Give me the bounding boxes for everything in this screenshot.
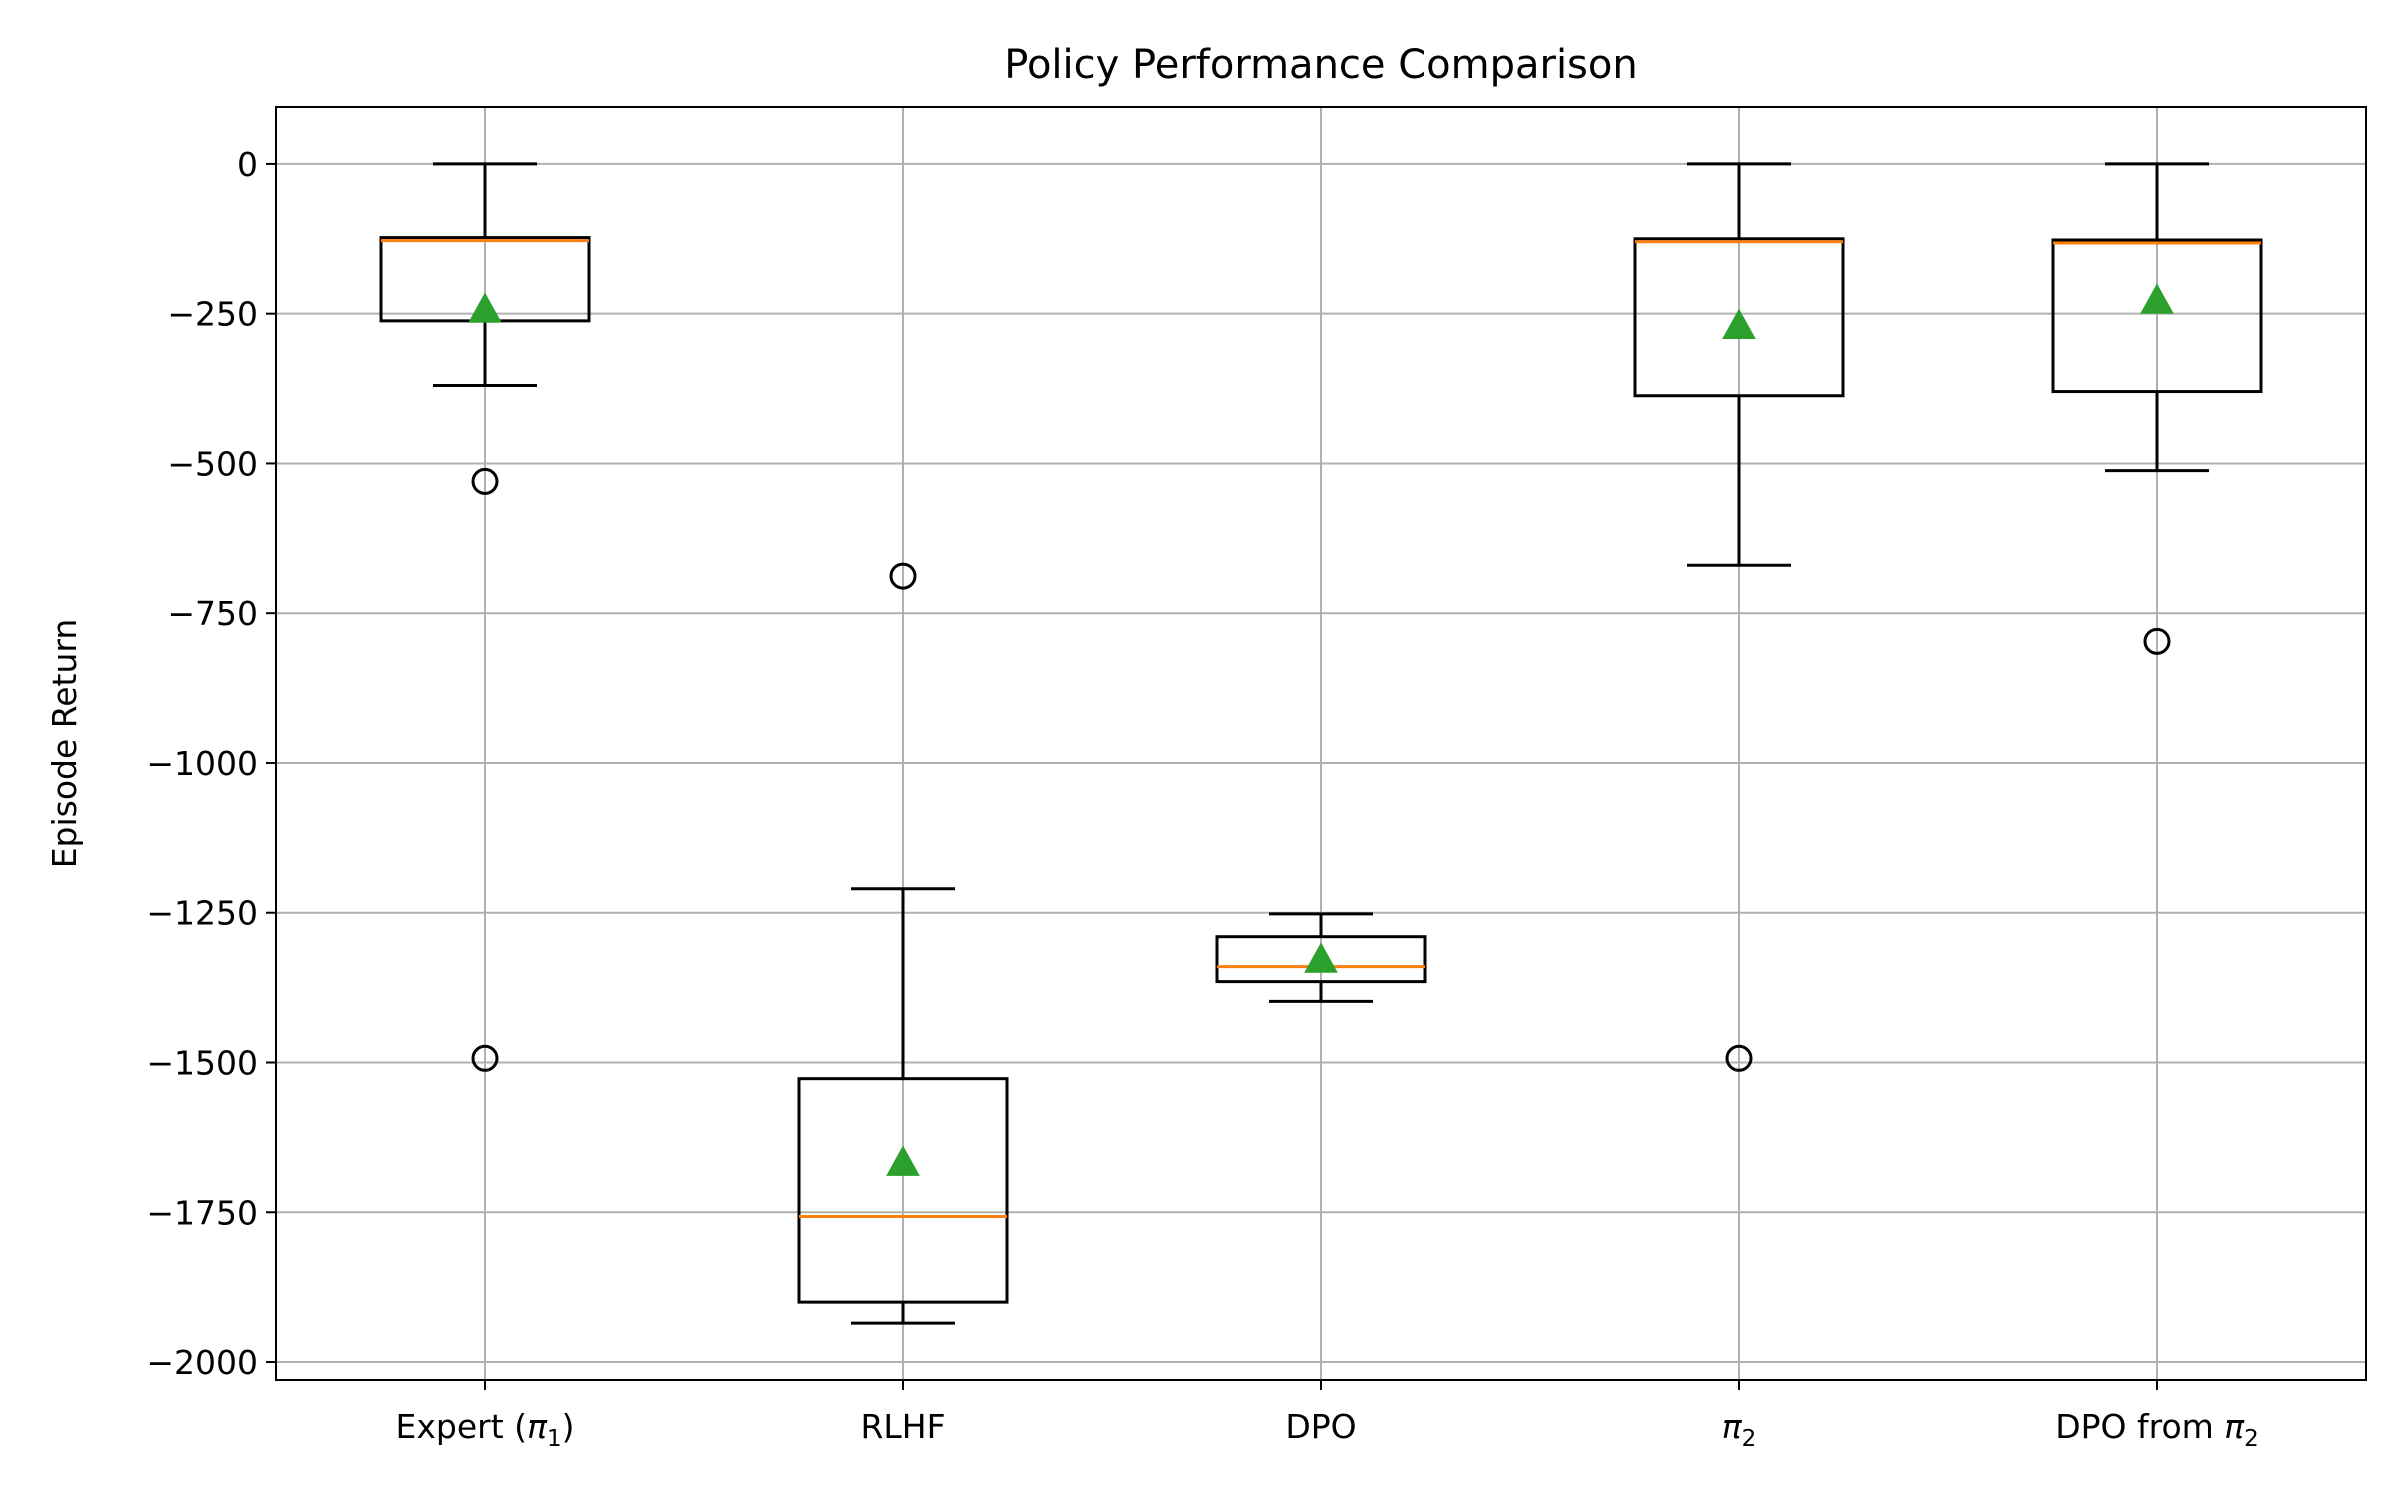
y-tick-label: −750 (167, 594, 258, 633)
iqr-box (1215, 935, 1427, 984)
y-tick-label: 0 (237, 145, 258, 184)
y-axis-label: Episode Return (45, 619, 84, 869)
mean-marker (1722, 308, 1756, 339)
y-tick-label: −1000 (146, 744, 258, 783)
outlier-point (2143, 627, 2171, 655)
iqr-box (797, 1077, 1009, 1304)
box-layer (379, 162, 2263, 1325)
x-tick-label: Expert (π1) (396, 1407, 575, 1452)
y-tick-label: −1500 (146, 1043, 258, 1082)
y-tick-label: −2000 (146, 1343, 258, 1382)
mean-marker (468, 292, 502, 323)
mean-marker (886, 1145, 920, 1176)
mean-marker (1304, 942, 1338, 973)
chart-title: Policy Performance Comparison (1004, 42, 1637, 88)
outlier-point (1725, 1044, 1753, 1072)
y-tick-label: −1250 (146, 894, 258, 933)
x-tick-label: DPO from π2 (2055, 1407, 2259, 1452)
outlier-point (471, 1044, 499, 1072)
plot-frame (275, 106, 2367, 1381)
x-tick-label: DPO (1285, 1407, 1356, 1446)
iqr-box (2051, 238, 2263, 394)
outlier-point (471, 467, 499, 495)
y-tick-label: −250 (167, 295, 258, 334)
tick-layer: 0 −250 −500 −750 −1000 −1250 −1500 −1750 −2000 Ex… (146, 145, 2258, 1452)
mean-marker (2140, 283, 2174, 314)
x-tick-label: RLHF (860, 1407, 945, 1446)
x-tick-label: π2 (1722, 1407, 1757, 1452)
y-tick-label: −500 (167, 444, 258, 483)
outlier-point (889, 562, 917, 590)
iqr-box (1633, 237, 1845, 398)
y-tick-label: −1750 (146, 1193, 258, 1232)
